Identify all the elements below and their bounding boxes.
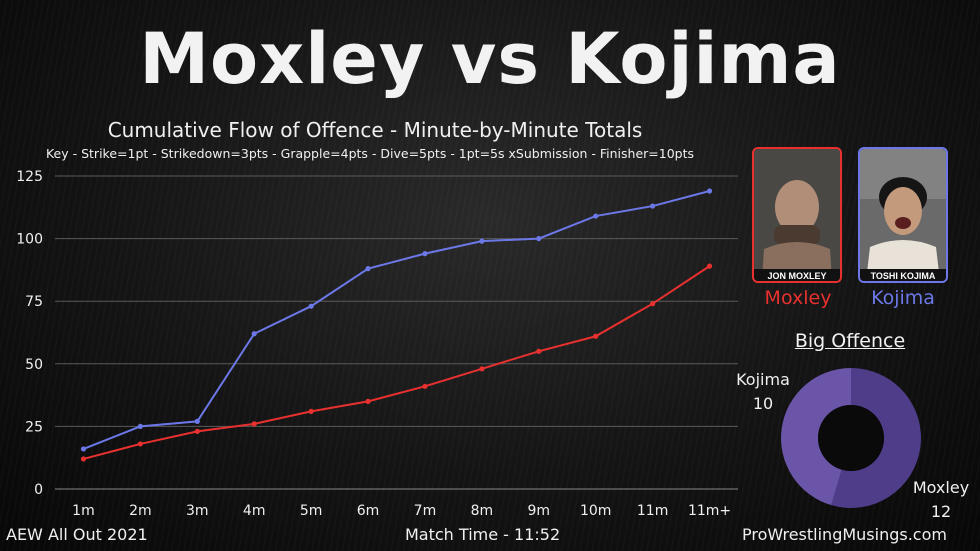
kojima-data-point — [536, 236, 542, 242]
chart-subtitle: Cumulative Flow of Offence - Minute-by-M… — [107, 118, 643, 142]
kojima-data-point — [80, 446, 87, 452]
y-tick-label: 50 — [25, 357, 43, 373]
y-tick-label: 0 — [34, 482, 43, 498]
y-tick-label: 75 — [25, 294, 43, 310]
moxley-big-offence-value: 12 — [930, 502, 952, 521]
moxley-photo: JON MOXLEY — [752, 147, 842, 283]
kojima-series-line — [83, 190, 710, 450]
x-tick-label: 6m — [357, 503, 380, 519]
kojima-data-point — [137, 423, 143, 429]
big-offence-title: Big Offence — [794, 330, 906, 352]
x-tick-label: 2m — [129, 503, 152, 519]
moxley-data-point — [194, 428, 200, 435]
y-tick-label: 125 — [16, 169, 43, 185]
match-time: Match Time - 11:52 — [405, 525, 561, 544]
moxley-big-offence-label: Moxley 12 — [904, 476, 978, 524]
event-name: AEW All Out 2021 — [6, 525, 148, 544]
x-tick-label: 4m — [243, 503, 266, 519]
moxley-data-point — [593, 333, 599, 339]
x-tick-label: 11m+ — [688, 503, 731, 519]
kojima-big-offence-label: Kojima 10 — [728, 368, 798, 416]
scoring-key: Key - Strike=1pt - Strikedown=3pts - Gra… — [45, 146, 695, 161]
moxley-series-line — [83, 265, 711, 460]
moxley-data-point — [251, 421, 257, 427]
y-tick-label: 100 — [16, 232, 43, 248]
kojima-data-point — [479, 238, 485, 244]
x-tick-label: 8m — [471, 503, 494, 519]
x-tick-label: 3m — [186, 503, 209, 519]
moxley-data-point — [479, 366, 485, 372]
moxley-photo-caption: JON MOXLEY — [767, 271, 826, 281]
x-tick-label: 10m — [580, 503, 611, 519]
kojima-data-point — [308, 303, 314, 309]
kojima-big-offence-name: Kojima — [736, 370, 790, 389]
moxley-data-point — [536, 348, 542, 354]
kojima-photo: TOSHI KOJIMA — [858, 147, 948, 283]
kojima-photo-caption: TOSHI KOJIMA — [871, 271, 936, 281]
moxley-big-offence-name: Moxley — [912, 478, 970, 497]
site-credit: ProWrestlingMusings.com — [742, 525, 947, 544]
kojima-donut-slice — [781, 368, 851, 506]
moxley-data-point — [706, 263, 713, 269]
x-tick-label: 11m — [637, 503, 668, 519]
moxley-label: Moxley — [764, 287, 832, 309]
big-offence-donut-chart — [781, 368, 922, 508]
kojima-big-offence-value: 10 — [752, 394, 774, 413]
kojima-data-point — [365, 266, 371, 272]
moxley-data-point — [650, 301, 656, 307]
donut-hole — [818, 405, 884, 471]
kojima-data-point — [650, 203, 656, 209]
kojima-label: Kojima — [871, 287, 935, 309]
offence-line-chart: 0 25 50 75 100 125 1m 2m 3m 4m 5m 6m 7m 8m 9m 10m 11m 11m… — [16, 169, 738, 519]
moxley-data-point — [308, 408, 314, 414]
x-tick-label: 1m — [72, 503, 95, 519]
x-tick-label: 7m — [414, 503, 437, 519]
moxley-data-point — [80, 456, 87, 462]
kojima-data-point — [194, 418, 200, 424]
page-title: Moxley vs Kojima — [139, 18, 841, 100]
kojima-data-point — [251, 331, 257, 337]
kojima-data-point — [422, 251, 428, 257]
y-tick-label: 25 — [25, 419, 43, 435]
moxley-donut-slice — [831, 368, 922, 508]
moxley-data-point — [137, 441, 143, 447]
kojima-data-point — [593, 213, 599, 219]
x-tick-label: 5m — [300, 503, 323, 519]
kojima-data-point — [706, 188, 713, 194]
moxley-data-point — [365, 398, 371, 404]
moxley-data-point — [422, 383, 428, 389]
x-tick-label: 9m — [528, 503, 551, 519]
